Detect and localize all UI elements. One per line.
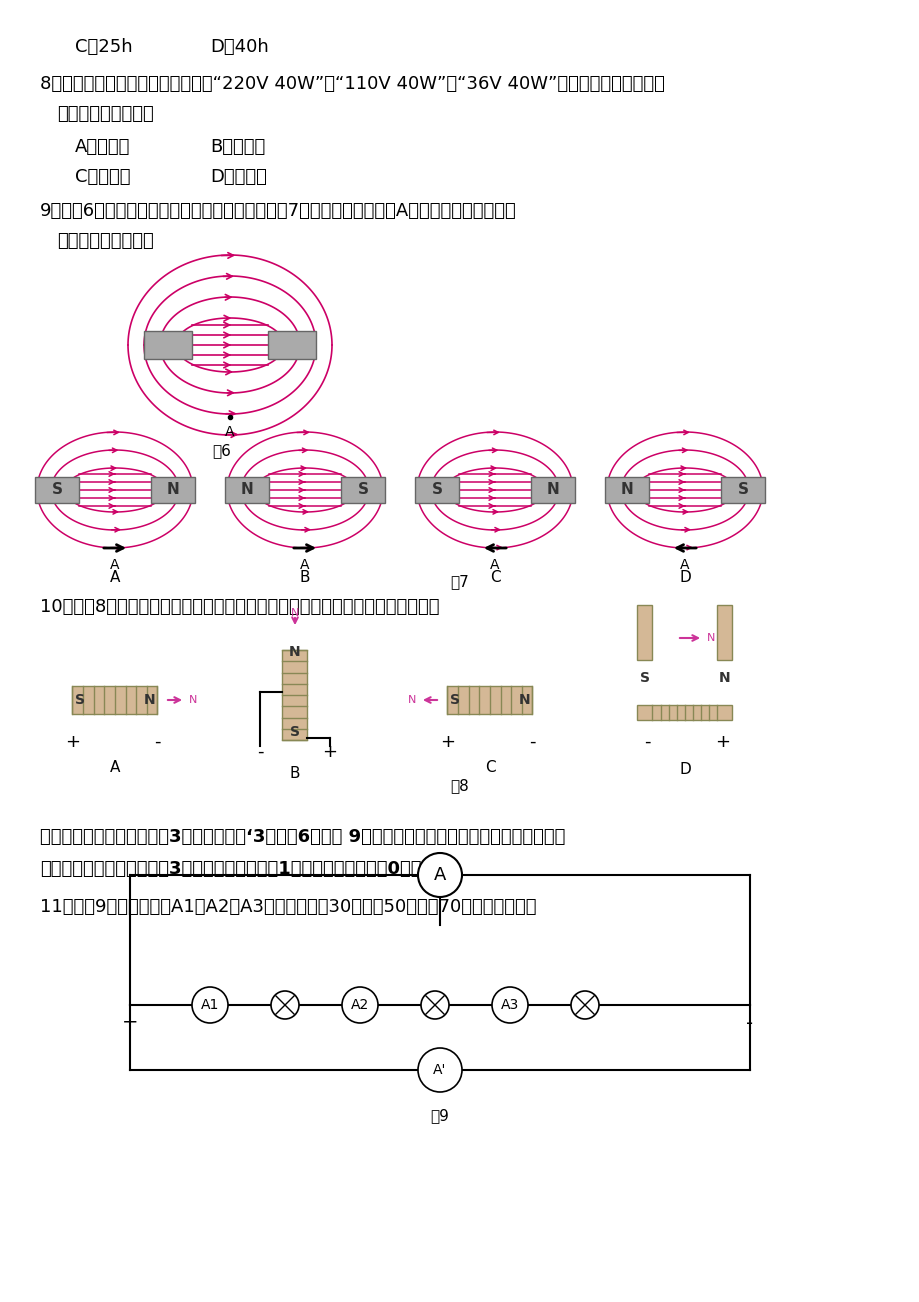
Text: S: S: [640, 671, 650, 685]
Text: D: D: [678, 762, 690, 777]
Circle shape: [492, 987, 528, 1023]
Text: A．甲较亮: A．甲较亮: [75, 138, 130, 156]
Text: -: -: [256, 743, 263, 760]
Circle shape: [417, 853, 461, 897]
Text: S: S: [357, 483, 369, 497]
Circle shape: [271, 991, 299, 1019]
Text: N: N: [518, 693, 529, 707]
Text: N: N: [143, 693, 155, 707]
Text: 11．如图9所示，电流表A1、A2、A3的示数分别为30毫安、50毫安、70毫安，则电流表: 11．如图9所示，电流表A1、A2、A3的示数分别为30毫安、50毫安、70毫安…: [40, 898, 536, 917]
FancyBboxPatch shape: [637, 704, 732, 720]
Text: A: A: [225, 424, 234, 439]
FancyBboxPatch shape: [447, 686, 532, 713]
Text: 10．如图8所示，按小磁针的指向标注的螺线管的极性和电源的正负极均正确的是: 10．如图8所示，按小磁针的指向标注的螺线管的极性和电源的正负极均正确的是: [40, 598, 439, 616]
Text: 8．三盏电灯甲、乙、丙分别标准有“220V 40W”、“110V 40W”和“36V 40W”的字样，当它们都在额: 8．三盏电灯甲、乙、丙分别标准有“220V 40W”、“110V 40W”和“3…: [40, 76, 664, 92]
Text: A1: A1: [200, 999, 219, 1012]
Text: B．乙较亮: B．乙较亮: [210, 138, 265, 156]
Text: N: N: [407, 695, 415, 704]
FancyBboxPatch shape: [341, 477, 384, 503]
Text: D．一样亮: D．一样亮: [210, 168, 267, 186]
Text: B: B: [289, 766, 300, 781]
Text: 二、多项选择题（本大题关3小题，每小题‘3分，关6分，共 9分。每小题给出的四个选项中，均有多个选: 二、多项选择题（本大题关3小题，每小题‘3分，关6分，共 9分。每小题给出的四个…: [40, 828, 565, 846]
FancyBboxPatch shape: [605, 477, 648, 503]
FancyBboxPatch shape: [530, 477, 574, 503]
Text: +: +: [715, 733, 730, 751]
Text: S: S: [75, 693, 85, 707]
FancyBboxPatch shape: [282, 650, 307, 740]
Text: 定电压下工作时，则: 定电压下工作时，则: [57, 105, 153, 122]
Text: N: N: [290, 608, 299, 618]
FancyBboxPatch shape: [717, 605, 732, 660]
Text: N: N: [289, 644, 301, 659]
Text: C．25h: C．25h: [75, 38, 132, 56]
Text: A: A: [109, 570, 120, 585]
Text: B: B: [300, 570, 310, 585]
Text: -: -: [153, 733, 160, 751]
Text: -: -: [528, 733, 535, 751]
Text: 项符合题意，全部选对的得3分，选对但不全的得1分，不选或选错的得0分）: 项符合题意，全部选对的得3分，选对但不全的得1分，不选或选错的得0分）: [40, 861, 421, 878]
Text: 图7: 图7: [450, 574, 469, 589]
Text: -: -: [745, 1013, 753, 1032]
Text: +: +: [121, 1013, 138, 1032]
FancyBboxPatch shape: [225, 477, 268, 503]
FancyBboxPatch shape: [414, 477, 459, 503]
Text: 图6: 图6: [212, 443, 232, 458]
Text: N: N: [620, 483, 632, 497]
Text: C．丙较亮: C．丙较亮: [75, 168, 130, 186]
Text: A3: A3: [500, 999, 518, 1012]
Circle shape: [571, 991, 598, 1019]
Circle shape: [192, 987, 228, 1023]
Circle shape: [421, 991, 448, 1019]
Text: +: +: [323, 743, 337, 760]
Text: A2: A2: [350, 999, 369, 1012]
Circle shape: [417, 1048, 461, 1092]
FancyBboxPatch shape: [73, 686, 157, 713]
Text: A: A: [109, 760, 120, 775]
FancyBboxPatch shape: [637, 605, 652, 660]
Text: S: S: [737, 483, 748, 497]
Text: A: A: [110, 559, 119, 572]
Text: D．40h: D．40h: [210, 38, 268, 56]
Text: A: A: [434, 866, 446, 884]
Text: N: N: [188, 695, 198, 704]
Text: N: N: [166, 483, 179, 497]
Text: S: S: [289, 725, 300, 740]
Text: 图8: 图8: [450, 779, 469, 793]
Text: 指的方向均正确的是: 指的方向均正确的是: [57, 232, 153, 250]
FancyBboxPatch shape: [144, 331, 192, 359]
Text: C: C: [489, 570, 500, 585]
Text: D: D: [678, 570, 690, 585]
Text: N: N: [546, 483, 559, 497]
Circle shape: [342, 987, 378, 1023]
Text: 9．如图6所示，画出了两个磁极间的磁感线。在图7中标出的磁极名称和A点小磁针静止时北极所: 9．如图6所示，画出了两个磁极间的磁感线。在图7中标出的磁极名称和A点小磁针静止…: [40, 202, 516, 220]
FancyBboxPatch shape: [720, 477, 765, 503]
Text: S: S: [51, 483, 62, 497]
Text: S: S: [450, 693, 460, 707]
Text: C: C: [484, 760, 494, 775]
Text: +: +: [65, 733, 81, 751]
Text: -: -: [643, 733, 650, 751]
Text: A: A: [300, 559, 310, 572]
Text: A: A: [490, 559, 499, 572]
Text: N: N: [241, 483, 253, 497]
FancyBboxPatch shape: [151, 477, 195, 503]
Text: A': A': [433, 1062, 447, 1077]
Text: 图9: 图9: [430, 1108, 449, 1124]
Text: A: A: [679, 559, 689, 572]
FancyBboxPatch shape: [35, 477, 79, 503]
Text: S: S: [431, 483, 442, 497]
FancyBboxPatch shape: [267, 331, 315, 359]
Text: N: N: [706, 633, 715, 643]
Text: N: N: [719, 671, 730, 685]
Text: +: +: [440, 733, 455, 751]
